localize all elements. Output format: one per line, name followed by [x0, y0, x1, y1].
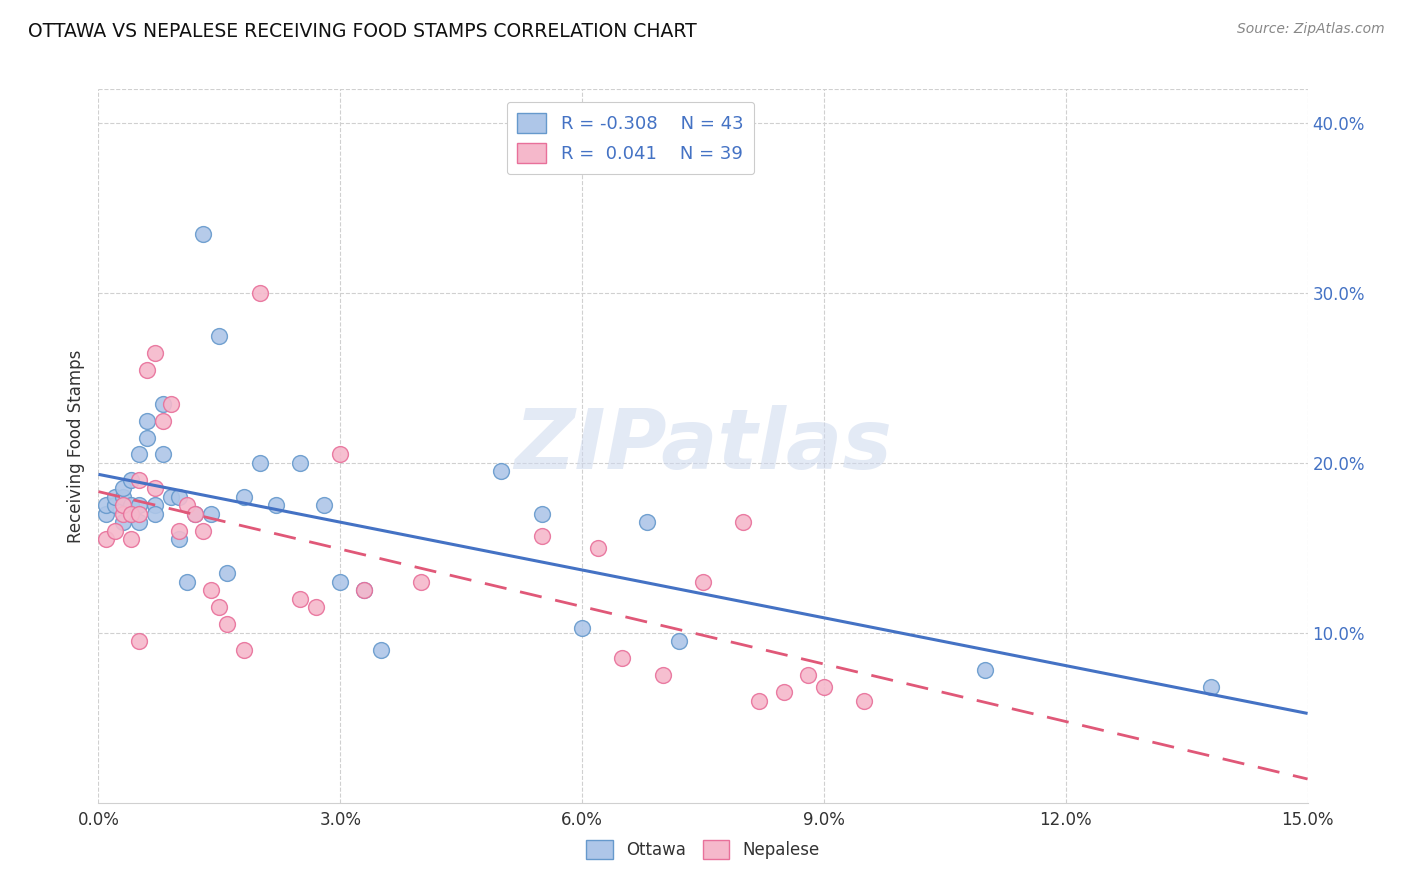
Point	[974, 663, 997, 677]
Point	[152, 396, 174, 410]
Point	[636, 516, 658, 530]
Point	[120, 499, 142, 513]
Point	[120, 473, 142, 487]
Point	[586, 541, 609, 555]
Point	[208, 600, 231, 615]
Point	[370, 643, 392, 657]
Point	[143, 345, 166, 359]
Point	[692, 574, 714, 589]
Point	[491, 465, 513, 479]
Point	[111, 516, 134, 530]
Point	[353, 583, 375, 598]
Point	[264, 499, 287, 513]
Point	[103, 490, 125, 504]
Point	[184, 507, 207, 521]
Point	[120, 507, 142, 521]
Text: ZIPatlas: ZIPatlas	[515, 406, 891, 486]
Text: OTTAWA VS NEPALESE RECEIVING FOOD STAMPS CORRELATION CHART: OTTAWA VS NEPALESE RECEIVING FOOD STAMPS…	[28, 22, 697, 41]
Point	[128, 448, 150, 462]
Point	[167, 524, 190, 538]
Point	[143, 482, 166, 496]
Point	[135, 362, 157, 376]
Point	[128, 499, 150, 513]
Point	[651, 668, 673, 682]
Point	[167, 533, 190, 547]
Point	[353, 583, 375, 598]
Text: Source: ZipAtlas.com: Source: ZipAtlas.com	[1237, 22, 1385, 37]
Point	[530, 507, 553, 521]
Point	[135, 430, 157, 444]
Point	[668, 634, 690, 648]
Point	[128, 634, 150, 648]
Point	[772, 685, 794, 699]
Point	[143, 499, 166, 513]
Point	[1199, 680, 1222, 694]
Point	[232, 490, 254, 504]
Y-axis label: Receiving Food Stamps: Receiving Food Stamps	[66, 350, 84, 542]
Point	[288, 591, 311, 606]
Point	[612, 651, 634, 665]
Point	[571, 621, 593, 635]
Point	[96, 507, 118, 521]
Point	[314, 499, 336, 513]
Point	[200, 583, 222, 598]
Point	[232, 643, 254, 657]
Point	[249, 286, 271, 301]
Point	[103, 499, 125, 513]
Point	[409, 574, 432, 589]
Point	[96, 499, 118, 513]
Point	[111, 490, 134, 504]
Point	[111, 507, 134, 521]
Point	[797, 668, 820, 682]
Point	[111, 482, 134, 496]
Point	[128, 473, 150, 487]
Point	[96, 533, 118, 547]
Point	[176, 499, 198, 513]
Point	[305, 600, 328, 615]
Point	[193, 524, 215, 538]
Point	[208, 328, 231, 343]
Point	[813, 680, 835, 694]
Point	[193, 227, 215, 241]
Point	[217, 617, 239, 632]
Point	[167, 490, 190, 504]
Point	[111, 499, 134, 513]
Point	[120, 507, 142, 521]
Point	[329, 448, 352, 462]
Point	[329, 574, 352, 589]
Point	[128, 507, 150, 521]
Point	[200, 507, 222, 521]
Point	[217, 566, 239, 581]
Point	[120, 533, 142, 547]
Point	[748, 694, 770, 708]
Point	[176, 574, 198, 589]
Point	[530, 529, 553, 543]
Point	[152, 448, 174, 462]
Point	[853, 694, 876, 708]
Point	[733, 516, 755, 530]
Legend: Ottawa, Nepalese: Ottawa, Nepalese	[579, 833, 827, 866]
Point	[135, 413, 157, 427]
Point	[288, 456, 311, 470]
Point	[160, 490, 183, 504]
Point	[152, 413, 174, 427]
Point	[160, 396, 183, 410]
Point	[143, 507, 166, 521]
Point	[249, 456, 271, 470]
Point	[184, 507, 207, 521]
Point	[128, 516, 150, 530]
Point	[103, 524, 125, 538]
